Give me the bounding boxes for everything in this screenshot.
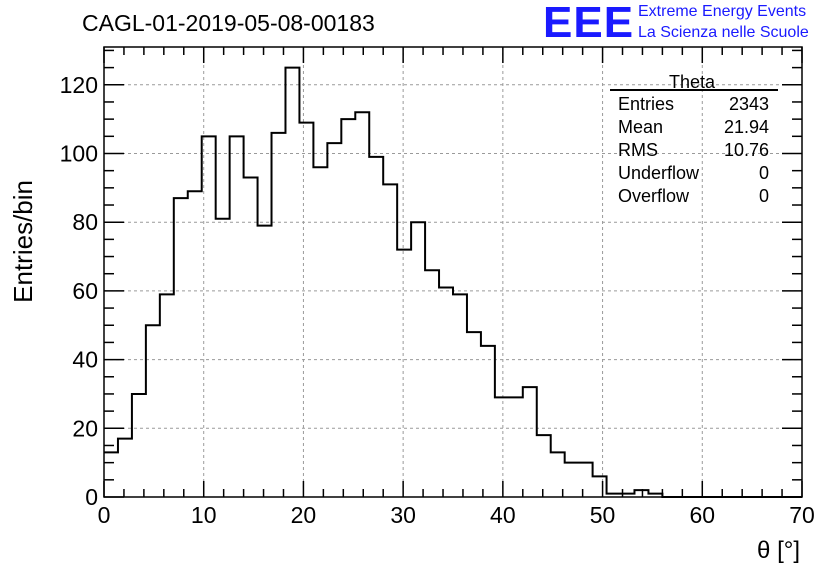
y-tick-label: 100	[60, 140, 98, 166]
y-tick-label: 40	[72, 347, 98, 373]
y-tick-label: 120	[60, 72, 98, 98]
x-tick-label: 0	[98, 502, 111, 528]
stats-value: 0	[759, 186, 769, 206]
stats-label: RMS	[618, 140, 658, 160]
run-title: CAGL-01-2019-05-08-00183	[82, 10, 375, 36]
stats-label: Overflow	[618, 186, 690, 206]
eee-logo-line2: La Scienza nelle Scuole	[638, 24, 809, 41]
stats-label: Entries	[618, 94, 674, 114]
plot-frame	[103, 46, 803, 498]
x-tick-label: 70	[789, 502, 815, 528]
histogram-series	[104, 66, 802, 498]
x-tick-label: 60	[689, 502, 715, 528]
y-axis-label: Entries/bin	[8, 180, 38, 303]
x-axis-label: θ [°]	[757, 537, 800, 564]
y-tick-label: 80	[72, 209, 98, 235]
stats-value: 21.94	[724, 117, 769, 137]
stats-value: 0	[759, 163, 769, 183]
x-tick-label: 30	[390, 502, 416, 528]
stats-value: 10.76	[724, 140, 769, 160]
y-tick-label: 20	[72, 415, 98, 441]
stats-label: Underflow	[618, 163, 700, 183]
stats-box: Theta Entries 2343 Mean 21.94 RMS 10.76 Underf…	[610, 72, 778, 206]
eee-logo-line1: Extreme Energy Events	[638, 3, 807, 20]
y-tick-label: 60	[72, 278, 98, 304]
x-tick-label: 10	[191, 502, 217, 528]
stats-title: Theta	[669, 72, 716, 92]
eee-logo: EEE	[543, 0, 635, 47]
stats-label: Mean	[618, 117, 663, 137]
x-tick-label: 50	[590, 502, 616, 528]
y-tick-label: 0	[85, 484, 98, 510]
stats-value: 2343	[729, 94, 769, 114]
x-tick-label: 40	[490, 502, 516, 528]
x-tick-label: 20	[291, 502, 317, 528]
